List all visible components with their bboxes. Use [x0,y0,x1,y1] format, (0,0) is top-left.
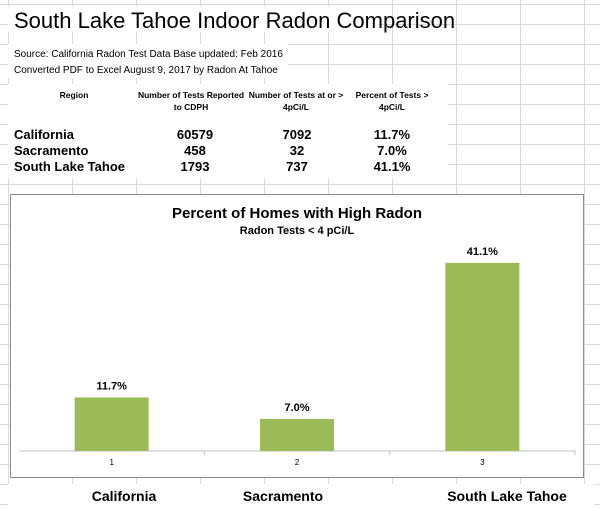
row-at-or-above: 737 [286,159,308,174]
title-cover [8,6,378,32]
bottom-label-california: California [91,488,157,504]
row-reported: 60579 [176,127,214,142]
sheet-title: South Lake Tahoe Indoor Radon Comparison [14,8,456,33]
row-percent: 7.0% [377,143,407,158]
chart-subtitle: Radon Tests < 4 pCi/L [239,225,355,237]
bottom-cover [8,484,594,509]
bar [445,262,520,451]
source-note: Source: California Radon Test Data Base … [14,49,283,60]
header-region: Region [59,90,89,100]
bottom-label-south-lake-tahoe: South Lake Tahoe [447,488,567,504]
table-cover [8,84,448,178]
bar-data-label: 7.0% [284,402,309,414]
x-tick-label: 3 [480,458,485,467]
converted-note: Converted PDF to Excel August 9, 2017 by… [14,65,278,76]
row-reported: 458 [184,143,206,158]
notes-cover [8,44,288,78]
bar-chart: 11.7% 1 7.0% 2 41.1% 3 [19,246,576,467]
row-region: California [14,127,74,142]
row-region: South Lake Tahoe [14,159,125,174]
chart-title: Percent of Homes with High Radon [171,205,423,222]
row-percent: 11.7% [373,127,411,142]
bar [260,418,334,451]
bottom-label-sacramento: Sacramento [242,488,324,504]
row-region: Sacramento [14,143,89,158]
row-at-or-above: 32 [289,143,305,158]
header-percent: Percent of Tests > 4pCi/L [355,90,429,112]
chart-container[interactable]: Percent of Homes with High Radon Radon T… [10,194,584,478]
header-reported: Number of Tests Reported to CDPH [137,90,245,112]
x-tick-label: 2 [295,458,300,467]
row-percent: 41.1% [373,159,411,174]
x-tick-label: 1 [109,458,114,467]
bar-data-label: 11.7% [96,380,127,392]
header-at-or-above: Number of Tests at or > 4pCi/L [248,90,344,112]
bar-data-label: 41.1% [467,246,498,258]
bar [74,397,149,451]
row-reported: 1793 [180,159,210,174]
row-at-or-above: 7092 [282,127,312,142]
